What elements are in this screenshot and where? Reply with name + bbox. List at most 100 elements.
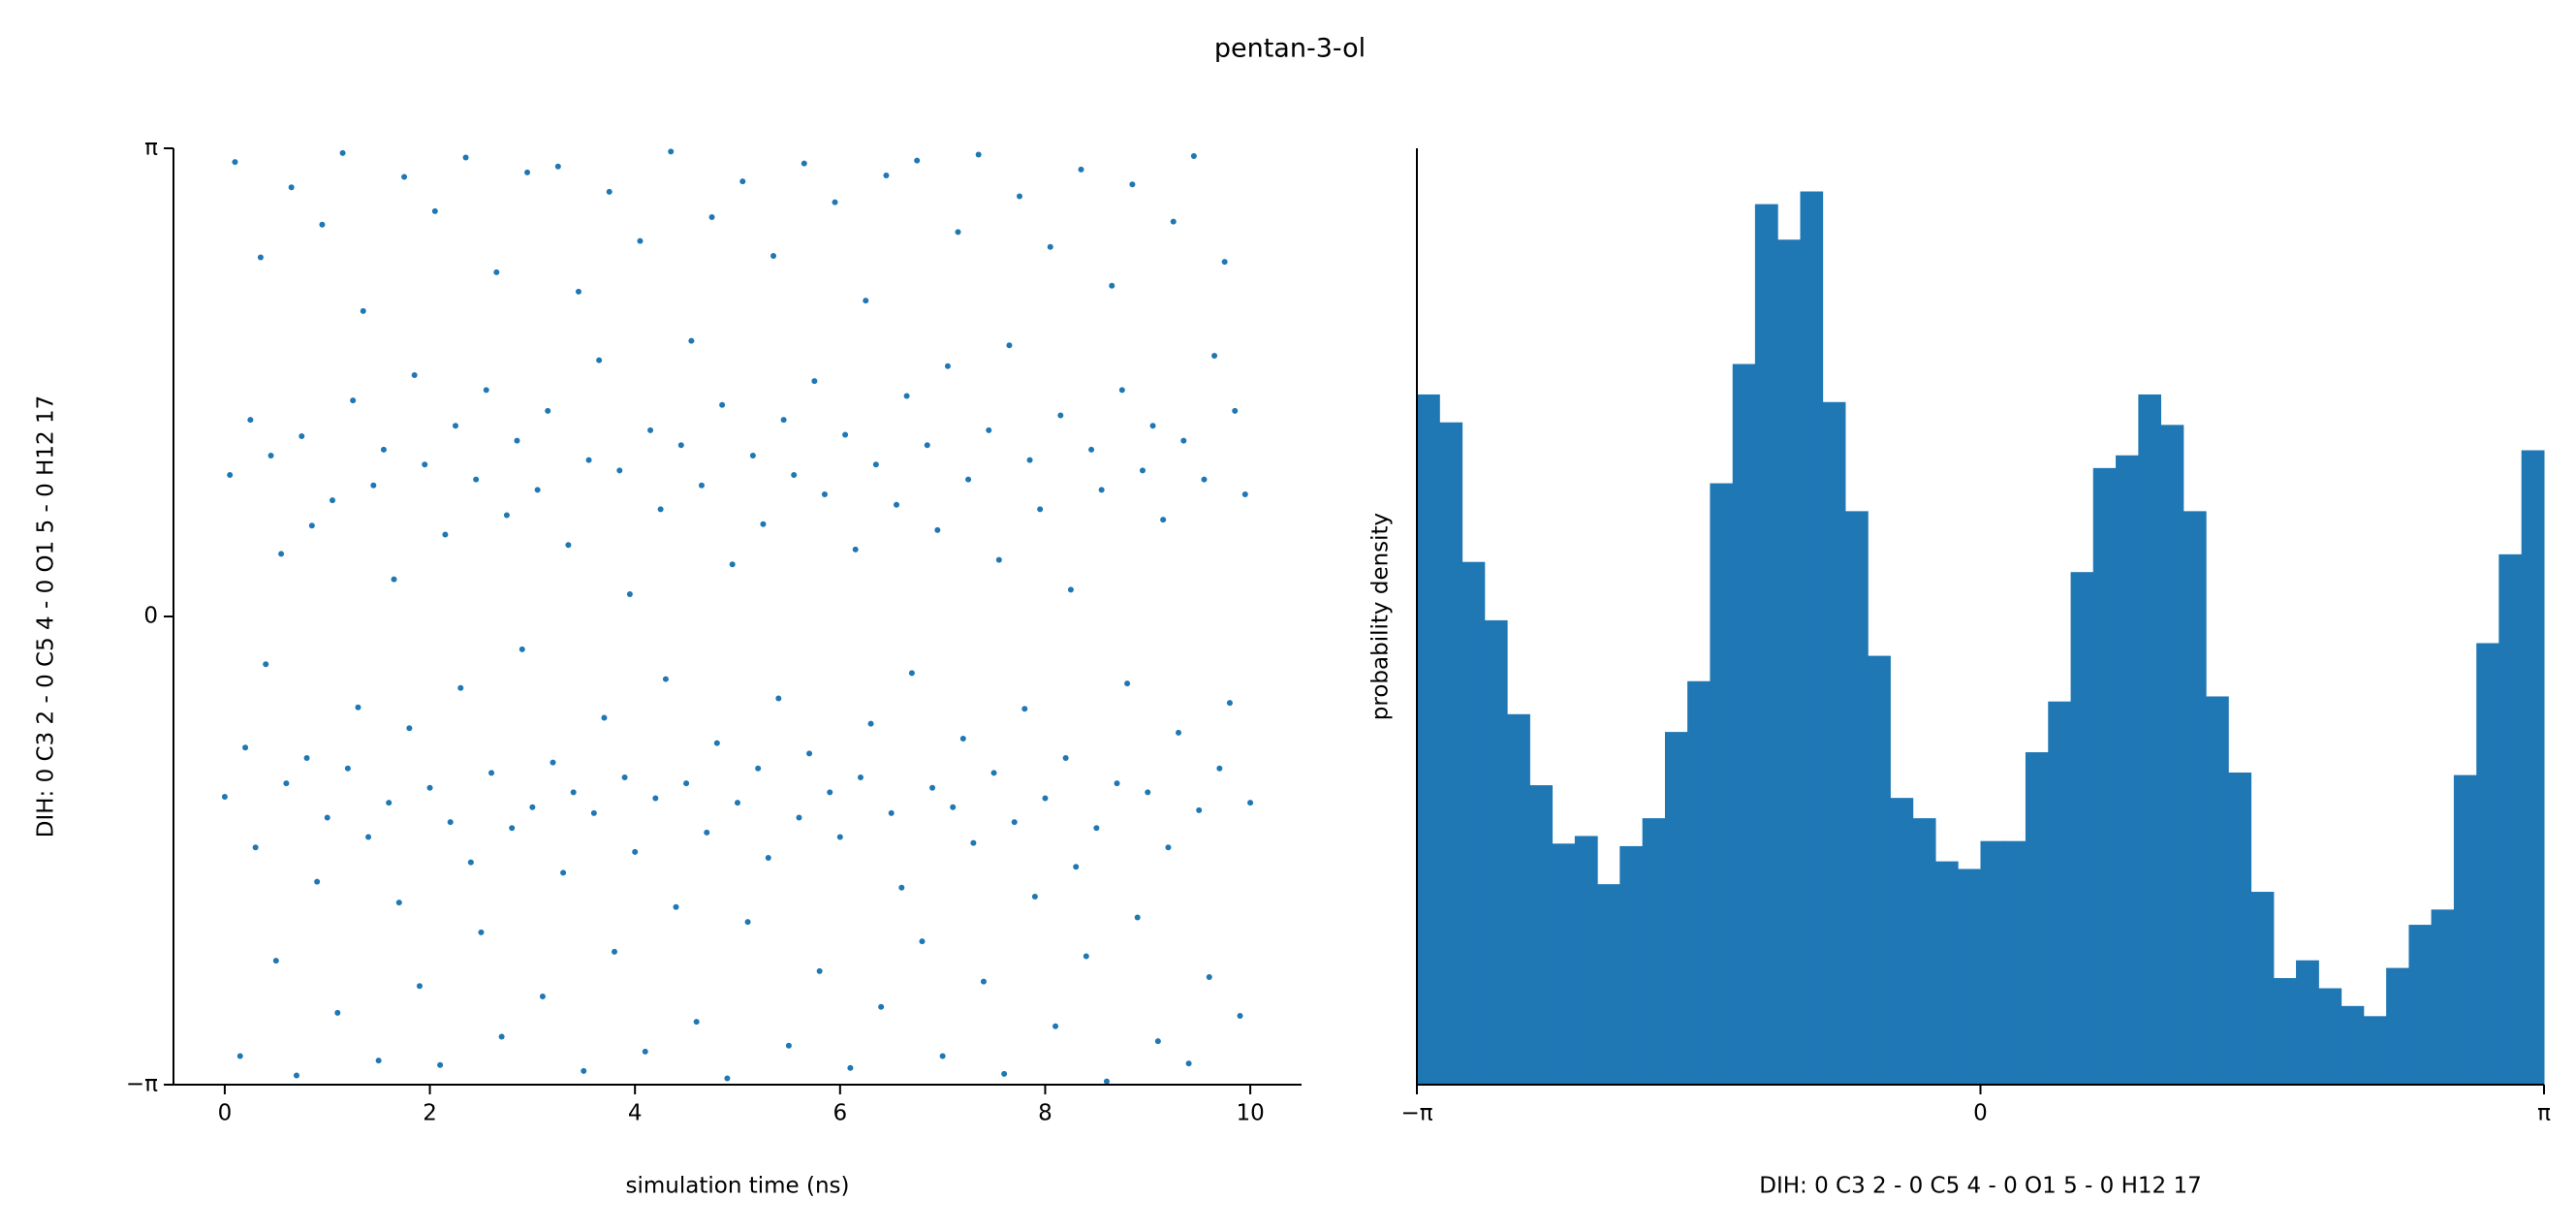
point bbox=[442, 531, 449, 538]
point bbox=[1062, 755, 1069, 762]
point bbox=[980, 978, 987, 985]
bar bbox=[2386, 967, 2409, 1085]
point bbox=[657, 506, 664, 513]
point bbox=[612, 948, 618, 955]
point bbox=[857, 774, 864, 781]
point bbox=[406, 725, 413, 732]
point bbox=[1042, 795, 1049, 802]
x-tick-label: 4 bbox=[628, 1101, 643, 1126]
bar bbox=[1439, 422, 1463, 1086]
bar bbox=[1868, 655, 1891, 1085]
point bbox=[713, 740, 720, 746]
point bbox=[883, 172, 890, 178]
point bbox=[677, 442, 684, 449]
x-tick-label: −π bbox=[1400, 1101, 1432, 1126]
x-tick-label: 8 bbox=[1038, 1101, 1052, 1126]
point bbox=[806, 750, 813, 757]
point bbox=[1114, 780, 1120, 787]
bar bbox=[2363, 1016, 2387, 1085]
bar bbox=[2318, 988, 2342, 1085]
point bbox=[334, 1009, 341, 1016]
point bbox=[447, 819, 454, 826]
x-axis-label: simulation time (ns) bbox=[626, 1174, 850, 1199]
point bbox=[550, 759, 556, 766]
point bbox=[375, 1058, 382, 1064]
point bbox=[735, 800, 740, 806]
point bbox=[959, 736, 966, 742]
point bbox=[1109, 282, 1115, 289]
point bbox=[1021, 706, 1028, 712]
point bbox=[293, 1072, 299, 1079]
point bbox=[1190, 152, 1197, 159]
point bbox=[221, 794, 228, 801]
point bbox=[1001, 1070, 1008, 1077]
point bbox=[693, 1019, 700, 1026]
bar bbox=[2273, 978, 2297, 1085]
point bbox=[416, 983, 423, 990]
bar bbox=[2048, 701, 2072, 1085]
point bbox=[539, 993, 546, 999]
point bbox=[386, 800, 393, 806]
point bbox=[683, 780, 690, 787]
point bbox=[975, 151, 982, 158]
bar bbox=[1822, 401, 1846, 1086]
point bbox=[729, 561, 736, 568]
bar bbox=[1935, 861, 1959, 1085]
point bbox=[395, 900, 402, 906]
bar bbox=[2002, 840, 2026, 1085]
bar bbox=[2160, 425, 2184, 1085]
point bbox=[298, 432, 305, 439]
point bbox=[503, 512, 510, 519]
point bbox=[878, 1003, 885, 1010]
point bbox=[888, 809, 895, 816]
point bbox=[518, 646, 525, 652]
point bbox=[283, 780, 290, 787]
point bbox=[308, 522, 315, 529]
x-tick-label: π bbox=[2537, 1101, 2551, 1126]
point bbox=[1247, 800, 1254, 806]
point bbox=[780, 417, 787, 424]
point bbox=[621, 774, 628, 781]
point bbox=[919, 938, 926, 945]
bar bbox=[2206, 696, 2229, 1085]
point bbox=[1026, 457, 1033, 463]
point bbox=[426, 784, 433, 791]
point bbox=[1160, 517, 1167, 523]
bar bbox=[2092, 467, 2117, 1086]
point bbox=[1149, 423, 1156, 429]
bar bbox=[1844, 511, 1869, 1085]
point bbox=[401, 174, 408, 180]
point bbox=[908, 670, 915, 677]
point bbox=[749, 452, 756, 458]
point bbox=[1170, 218, 1177, 225]
point bbox=[827, 789, 833, 796]
bar bbox=[2453, 774, 2477, 1085]
point bbox=[570, 789, 577, 796]
point bbox=[872, 461, 879, 468]
point bbox=[267, 452, 274, 458]
point bbox=[350, 397, 357, 404]
point bbox=[380, 446, 387, 453]
point bbox=[339, 149, 346, 156]
point bbox=[765, 855, 771, 862]
point bbox=[1232, 407, 1239, 414]
point bbox=[1098, 487, 1105, 493]
point bbox=[478, 929, 485, 935]
point bbox=[263, 661, 269, 668]
point bbox=[252, 844, 259, 851]
point bbox=[596, 357, 603, 363]
point bbox=[324, 814, 330, 821]
point bbox=[995, 556, 1002, 563]
bar bbox=[1754, 204, 1778, 1085]
bar bbox=[1890, 798, 1914, 1085]
point bbox=[924, 442, 930, 449]
point bbox=[1103, 1078, 1110, 1085]
point bbox=[1180, 437, 1187, 444]
point bbox=[232, 159, 238, 166]
point bbox=[990, 770, 997, 776]
point bbox=[1017, 193, 1022, 200]
point bbox=[770, 252, 777, 259]
point bbox=[785, 1042, 792, 1049]
point bbox=[467, 859, 474, 866]
